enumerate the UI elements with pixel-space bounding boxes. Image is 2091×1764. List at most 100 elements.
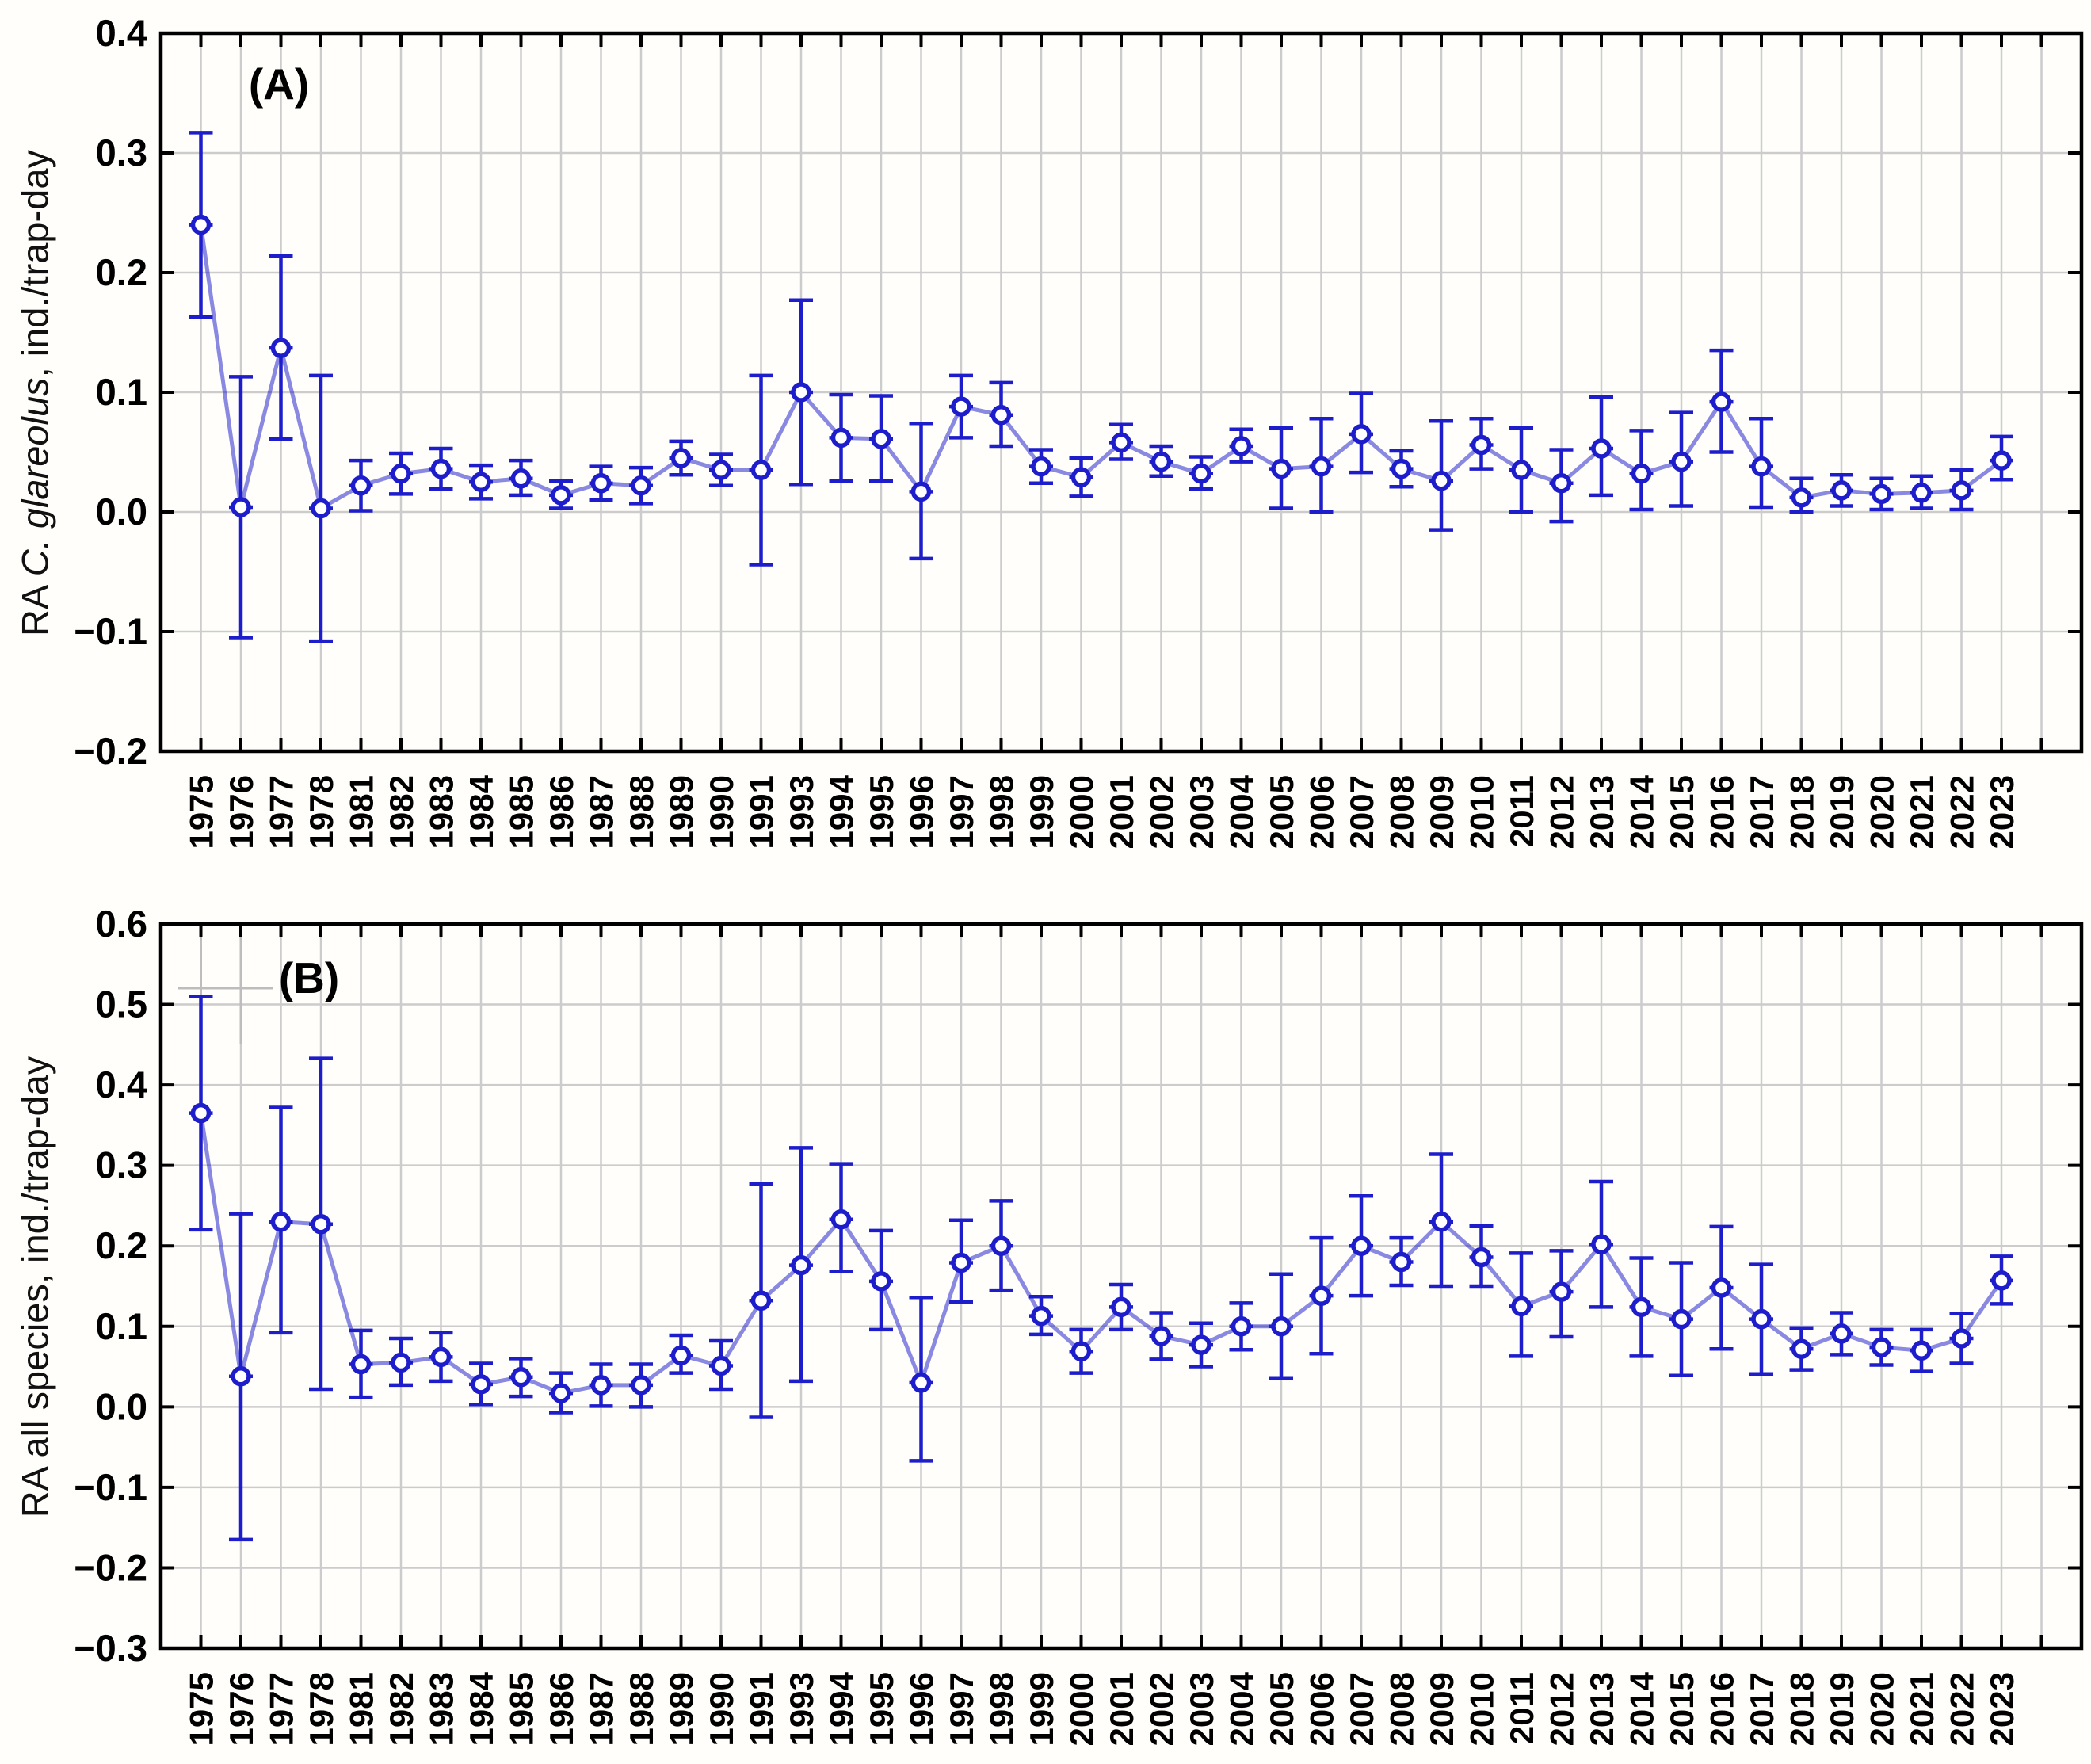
marker-1983: [430, 458, 452, 479]
marker-2015: [1671, 451, 1692, 472]
x-label-1983: 1983: [423, 1672, 460, 1746]
x-label-2013: 2013: [1583, 1672, 1620, 1746]
marker-2013: [1591, 1234, 1612, 1254]
marker-1998: [990, 1235, 1012, 1256]
y-label-−0.1: −0.1: [74, 610, 147, 652]
marker-1984: [471, 1374, 491, 1395]
x-label-1994: 1994: [823, 774, 860, 849]
x-label-2001: 2001: [1103, 775, 1140, 849]
x-label-2000: 2000: [1063, 1672, 1101, 1746]
x-label-1976: 1976: [223, 775, 260, 849]
x-label-2007: 2007: [1343, 1672, 1380, 1746]
x-label-2003: 2003: [1183, 775, 1220, 849]
marker-1993: [791, 1254, 811, 1276]
x-label-1990: 1990: [703, 775, 740, 849]
x-label-2014: 2014: [1624, 1671, 1661, 1746]
panel-a-series-line: [199, 224, 2003, 510]
marker-1991: [750, 460, 772, 480]
marker-2005: [1271, 458, 1292, 479]
x-label-1986: 1986: [543, 775, 580, 849]
marker-2008: [1391, 458, 1412, 479]
marker-2008: [1391, 1251, 1412, 1273]
y-label-0.2: 0.2: [96, 251, 147, 293]
marker-2018: [1791, 487, 1812, 508]
x-label-1978: 1978: [303, 1672, 340, 1746]
panel-b-grid-artifact: [178, 924, 273, 1044]
x-label-2007: 2007: [1343, 775, 1380, 849]
marker-1982: [391, 463, 411, 484]
x-label-2016: 2016: [1704, 1672, 1741, 1746]
marker-1988: [631, 475, 651, 496]
marker-1976: [231, 1365, 251, 1387]
marker-2001: [1111, 432, 1131, 453]
x-label-1986: 1986: [543, 1672, 580, 1746]
y-label-0.4: 0.4: [96, 12, 147, 54]
x-label-2003: 2003: [1183, 1672, 1220, 1746]
marker-2012: [1551, 1281, 1572, 1302]
x-label-2009: 2009: [1423, 1672, 1460, 1746]
marker-2013: [1591, 438, 1612, 459]
marker-2019: [1831, 1323, 1852, 1344]
x-label-1991: 1991: [743, 775, 780, 849]
x-label-1987: 1987: [583, 1672, 620, 1746]
marker-2003: [1191, 463, 1211, 484]
x-label-1988: 1988: [623, 1672, 660, 1746]
x-label-2021: 2021: [1903, 1672, 1940, 1746]
marker-2022: [1951, 480, 1972, 501]
marker-1975: [190, 214, 212, 235]
marker-2021: [1911, 1340, 1932, 1361]
marker-1994: [830, 427, 852, 449]
x-label-2015: 2015: [1663, 1672, 1700, 1746]
y-label-−0.1: −0.1: [74, 1466, 147, 1508]
x-label-1993: 1993: [783, 1672, 820, 1746]
x-label-1976: 1976: [223, 1672, 260, 1746]
x-label-2019: 2019: [1823, 775, 1860, 849]
x-label-1985: 1985: [503, 775, 540, 849]
x-label-2017: 2017: [1743, 1672, 1780, 1746]
marker-1984: [471, 472, 491, 492]
marker-2023: [1991, 1270, 2012, 1291]
x-label-2010: 2010: [1463, 775, 1501, 849]
marker-1995: [871, 1271, 891, 1292]
x-label-2006: 2006: [1303, 1672, 1341, 1746]
marker-2002: [1150, 451, 1172, 472]
marker-2007: [1351, 1235, 1372, 1256]
x-label-1977: 1977: [263, 1672, 300, 1746]
marker-1994: [830, 1208, 852, 1230]
marker-2020: [1871, 483, 1892, 505]
x-label-2009: 2009: [1423, 775, 1460, 849]
marker-2010: [1471, 1247, 1492, 1268]
marker-1999: [1031, 1305, 1051, 1327]
marker-1985: [510, 1367, 532, 1388]
x-label-1982: 1982: [383, 775, 420, 849]
x-label-2021: 2021: [1903, 775, 1940, 849]
marker-1989: [670, 448, 692, 468]
marker-2012: [1551, 473, 1572, 494]
marker-1988: [631, 1375, 651, 1396]
panel-b-series-line: [199, 1113, 2004, 1396]
x-label-1983: 1983: [423, 775, 460, 849]
x-label-2019: 2019: [1823, 1672, 1860, 1746]
y-label-0.6: 0.6: [96, 903, 147, 945]
marker-1996: [910, 1373, 932, 1393]
marker-1991: [750, 1290, 772, 1312]
x-label-1987: 1987: [583, 775, 620, 849]
marker-2016: [1711, 1277, 1732, 1298]
x-label-2022: 2022: [1944, 1672, 1981, 1746]
x-label-1997: 1997: [943, 775, 980, 849]
marker-2000: [1070, 467, 1092, 487]
x-label-1989: 1989: [663, 775, 700, 849]
x-label-1985: 1985: [503, 1672, 540, 1746]
panel-b-markers: [190, 1102, 2012, 1403]
marker-1982: [391, 1352, 411, 1373]
marker-1993: [791, 382, 811, 403]
x-label-2020: 2020: [1864, 1672, 1901, 1746]
marker-1997: [951, 396, 971, 417]
marker-1985: [510, 468, 532, 489]
marker-2009: [1431, 1212, 1452, 1232]
x-label-2000: 2000: [1063, 775, 1101, 849]
y-label-−0.3: −0.3: [74, 1627, 147, 1669]
panel-b-ticks: [161, 922, 2081, 1650]
x-label-1995: 1995: [863, 775, 900, 849]
panel-a-ticks: [161, 32, 2081, 753]
